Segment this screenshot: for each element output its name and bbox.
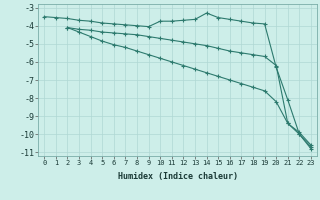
X-axis label: Humidex (Indice chaleur): Humidex (Indice chaleur): [118, 172, 238, 181]
